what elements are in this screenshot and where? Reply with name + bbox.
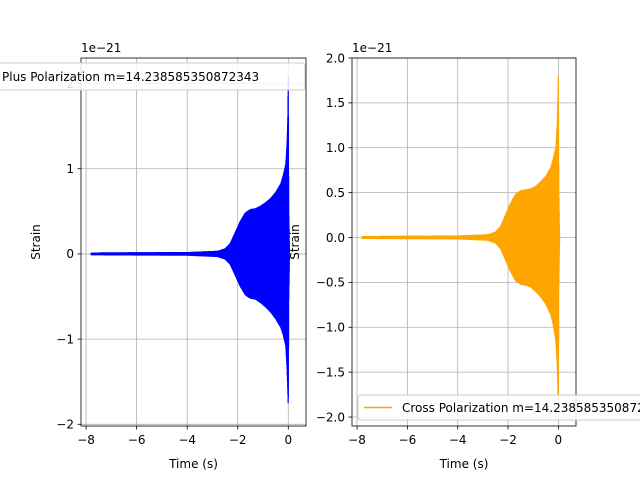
y-tick-label: 0.5 <box>326 186 345 200</box>
y-tick-label: −1.5 <box>316 365 345 379</box>
x-tick-label: −6 <box>128 433 146 447</box>
legend-label: Plus Polarization m=14.238585350872343 <box>2 70 259 84</box>
legend-box <box>0 62 306 91</box>
x-tick-label: −6 <box>399 433 417 447</box>
x-tick-label: −2 <box>229 433 247 447</box>
x-axis-label: Time (s) <box>168 457 218 471</box>
y-tick-label: −1 <box>56 332 74 346</box>
series-line <box>361 76 561 402</box>
x-tick-label: 0 <box>284 433 292 447</box>
legend: Plus Polarization m=14.238585350872343 <box>0 62 306 91</box>
y-axis-label: Strain <box>288 224 302 260</box>
offset-text: 1e−21 <box>81 41 121 55</box>
y-tick-label: 1.5 <box>326 96 345 110</box>
y-axis-label: Strain <box>29 224 43 260</box>
legend-box <box>357 394 640 421</box>
axes-frame <box>80 57 307 427</box>
y-tick-label: 1.0 <box>326 141 345 155</box>
x-tick-label: −4 <box>449 433 467 447</box>
x-tick-label: −8 <box>348 433 366 447</box>
x-tick-label: −2 <box>499 433 517 447</box>
x-axis-label: Time (s) <box>439 457 489 471</box>
y-tick-label: −2 <box>56 418 74 432</box>
x-tick-label: −4 <box>178 433 196 447</box>
legend-label: Cross Polarization m=14.238585350872343 <box>402 401 640 415</box>
x-tick-label: −8 <box>77 433 95 447</box>
y-tick-label: −1.0 <box>316 321 345 335</box>
y-tick-label: 0 <box>66 247 74 261</box>
legend: Cross Polarization m=14.238585350872343 <box>357 394 640 421</box>
x-tick-label: 0 <box>555 433 563 447</box>
series-line <box>90 75 291 404</box>
y-tick-label: −2.0 <box>316 410 345 424</box>
y-tick-label: 0.0 <box>326 231 345 245</box>
y-tick-label: 2.0 <box>326 51 345 65</box>
y-tick-label: 1 <box>66 162 74 176</box>
offset-text: 1e−21 <box>352 41 392 55</box>
cross-polarization-plot: −8 −6 −4 −2 0 −2.0 −1.5 −1.0 −0.5 0.0 0.5 1.0 1.5 2.0… <box>288 41 640 471</box>
y-tick-label: −0.5 <box>316 276 345 290</box>
axes-frame <box>351 57 577 427</box>
